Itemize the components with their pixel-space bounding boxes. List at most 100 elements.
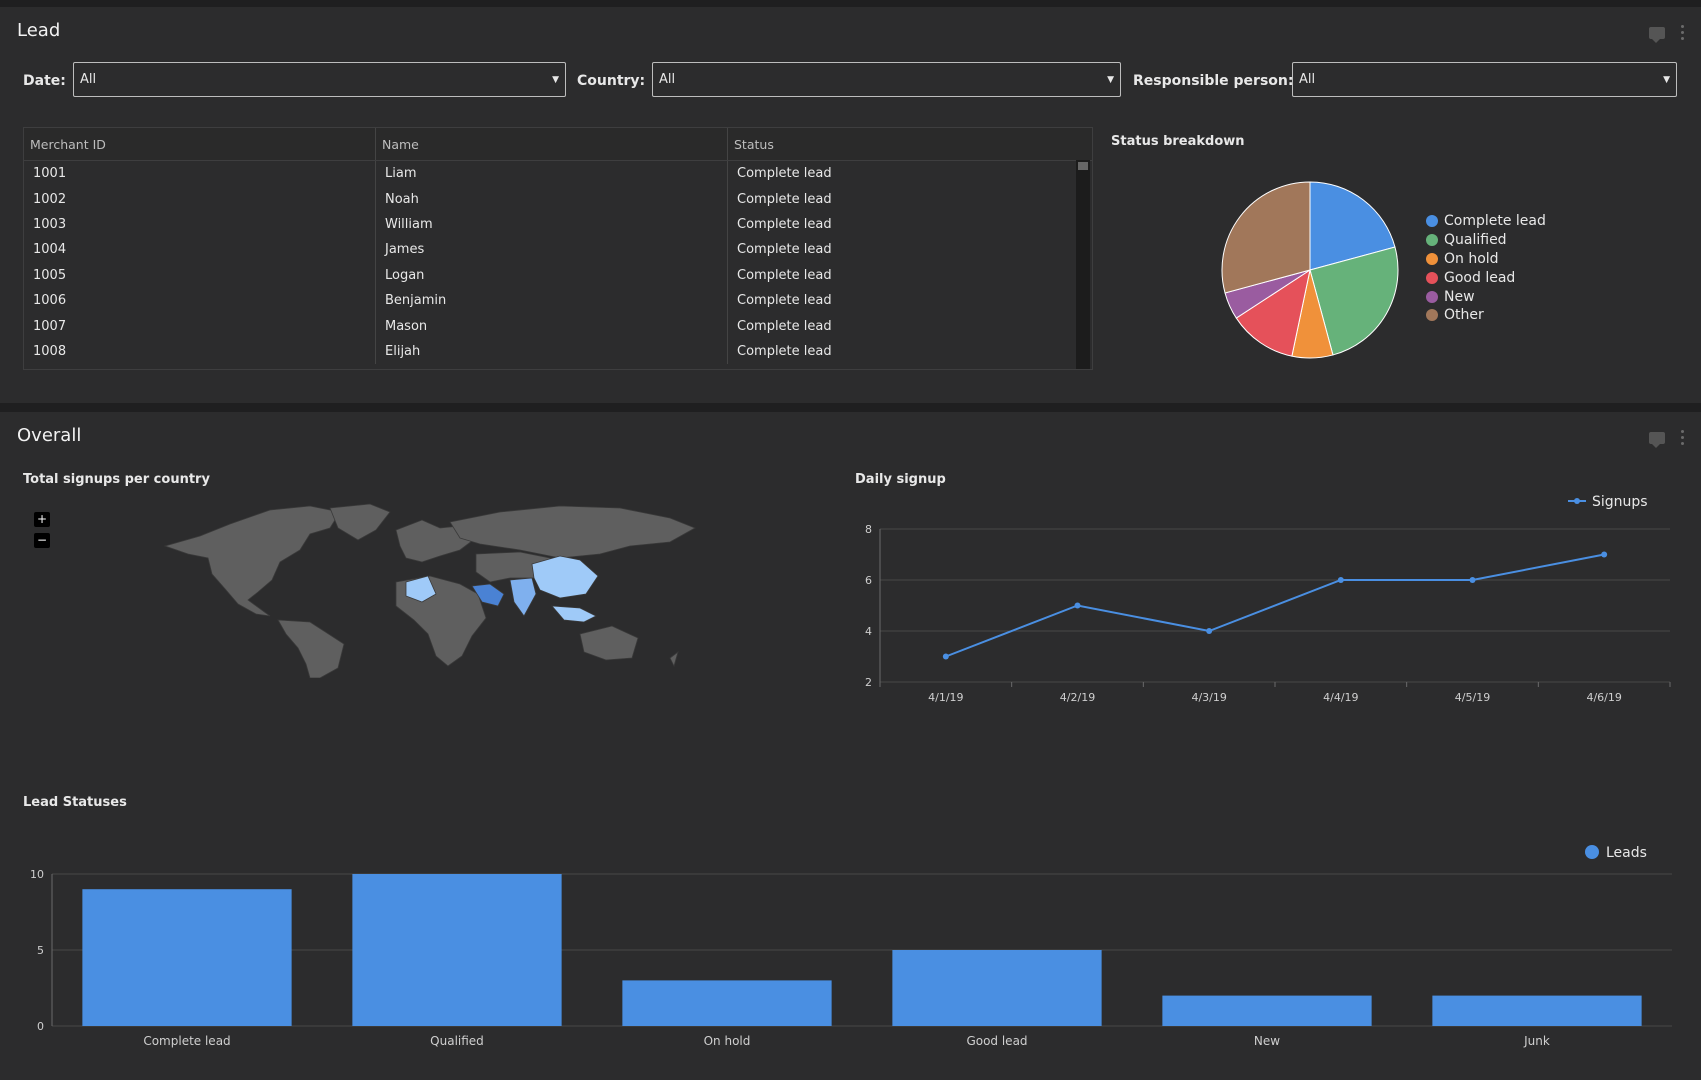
signups-point[interactable] xyxy=(942,653,949,660)
table-row[interactable]: 1002 Noah Complete lead xyxy=(24,186,1092,212)
comment-icon[interactable] xyxy=(1649,431,1665,448)
lead-panel-tools xyxy=(1649,25,1685,43)
world-map xyxy=(163,503,696,678)
table-row[interactable]: 1001 Liam Complete lead xyxy=(24,161,1092,187)
legend-marker-icon xyxy=(1574,498,1580,504)
legend-dot xyxy=(1426,309,1438,322)
responsible-filter-select[interactable]: All ▼ xyxy=(1292,62,1677,97)
pie-slice-complete-lead[interactable] xyxy=(1309,181,1396,271)
map-region-se-asia[interactable] xyxy=(551,605,597,623)
date-filter-select[interactable]: All ▼ xyxy=(73,62,566,97)
x-tick-label: New xyxy=(1254,1034,1280,1048)
legend-label[interactable]: Leads xyxy=(1606,845,1647,861)
zoom-out-button[interactable]: − xyxy=(34,533,50,548)
table-row[interactable]: 1008 Elijah Complete lead xyxy=(24,338,1092,365)
status-cell: Complete lead xyxy=(737,216,832,232)
table-row[interactable]: 1007 Mason Complete lead xyxy=(24,313,1092,339)
signups-point[interactable] xyxy=(1601,551,1608,558)
table-row[interactable]: 1003 William Complete lead xyxy=(24,211,1092,238)
lead-panel: Lead Date: All ▼ Country: All ▼ Responsi… xyxy=(0,7,1701,403)
pie-legend: Complete lead Qualified On hold Good lead Ne… xyxy=(1426,212,1546,325)
merchant-id-cell: 1007 xyxy=(24,313,376,339)
bar-new[interactable] xyxy=(1162,995,1372,1026)
table-row[interactable]: 1005 Logan Complete lead xyxy=(24,262,1092,288)
responsible-filter-label: Responsible person: xyxy=(1133,73,1294,89)
y-tick-label: 6 xyxy=(865,574,872,587)
legend-item[interactable]: New xyxy=(1426,287,1546,306)
signups-point[interactable] xyxy=(1337,577,1344,583)
bar-good-lead[interactable] xyxy=(892,950,1102,1026)
map-region-australia[interactable] xyxy=(579,625,639,661)
signups-point[interactable] xyxy=(1206,628,1213,634)
legend-item[interactable]: Qualified xyxy=(1426,231,1546,250)
signups-point[interactable] xyxy=(1469,577,1476,583)
table-scrollbar[interactable] xyxy=(1076,160,1090,369)
status-breakdown-title: Status breakdown xyxy=(1111,134,1245,149)
legend-label: Good lead xyxy=(1444,269,1516,286)
map-region-russia[interactable] xyxy=(449,505,696,559)
status-cell: Complete lead xyxy=(737,318,832,334)
x-tick-label: Good lead xyxy=(966,1034,1027,1048)
merchant-id-cell: 1003 xyxy=(24,211,376,238)
name-cell: Elijah xyxy=(376,338,728,365)
signups-point[interactable] xyxy=(1074,602,1081,609)
legend-dot xyxy=(1426,252,1438,265)
country-filter-select[interactable]: All ▼ xyxy=(652,62,1121,97)
bar-complete-lead[interactable] xyxy=(82,889,292,1026)
scrollbar-thumb[interactable] xyxy=(1078,162,1088,170)
name-cell: William xyxy=(376,211,728,238)
bar-on-hold[interactable] xyxy=(622,980,832,1026)
legend-label: New xyxy=(1444,288,1475,305)
x-tick-label: 4/2/19 xyxy=(1060,691,1095,704)
name-cell: Liam xyxy=(376,161,728,187)
lead-statuses-title: Lead Statuses xyxy=(23,795,127,810)
more-menu-icon[interactable] xyxy=(1681,430,1685,445)
merchant-id-cell: 1002 xyxy=(24,186,376,212)
legend-item[interactable]: Other xyxy=(1426,306,1546,325)
signups-line xyxy=(945,553,1605,658)
map-region-north-america[interactable] xyxy=(163,505,341,617)
x-tick-label: Complete lead xyxy=(143,1034,230,1048)
column-header-name[interactable]: Name xyxy=(376,128,728,160)
legend-item[interactable]: Complete lead xyxy=(1426,212,1546,231)
legend-item[interactable]: On hold xyxy=(1426,250,1546,269)
zoom-in-button[interactable]: + xyxy=(34,512,50,527)
x-tick-label: 4/3/19 xyxy=(1191,691,1226,704)
lead-statuses-bar-chart: 0 5 10 Complete lead Qualified On hold Good le… xyxy=(30,845,1672,1048)
legend-item[interactable]: Good lead xyxy=(1426,268,1546,287)
map-region-middle-east[interactable] xyxy=(471,583,505,607)
map-region-china[interactable] xyxy=(531,555,599,599)
country-filter-label: Country: xyxy=(577,73,646,89)
comment-icon[interactable] xyxy=(1649,26,1665,43)
legend-dot xyxy=(1426,234,1438,247)
name-cell: Noah xyxy=(376,186,728,212)
pie-slice-qualified[interactable] xyxy=(1309,246,1399,356)
pie-slice-other[interactable] xyxy=(1221,181,1311,294)
legend-dot xyxy=(1426,271,1438,284)
map-region-new-zealand[interactable] xyxy=(669,650,679,668)
daily-signup-line-chart: 2 4 6 8 4/1/19 4/2/19 4/3/19 4/4/19 4/5/19 4/6/19… xyxy=(865,494,1671,704)
legend-label[interactable]: Signups xyxy=(1592,494,1648,510)
table-body: 1001 Liam Complete lead 1002 Noah Complete le… xyxy=(24,161,1092,365)
table-row[interactable]: 1006 Benjamin Complete lead xyxy=(24,287,1092,314)
legend-label: Complete lead xyxy=(1444,213,1546,230)
y-tick-label: 8 xyxy=(865,523,872,536)
daily-signup-title: Daily signup xyxy=(855,472,946,487)
column-header-status[interactable]: Status xyxy=(734,137,774,152)
map-region-greenland[interactable] xyxy=(329,503,391,541)
name-cell: Mason xyxy=(376,313,728,339)
status-pie-chart xyxy=(1221,181,1399,359)
overall-panel: Overall Total signups per country + − xyxy=(0,412,1701,1080)
table-row[interactable]: 1004 James Complete lead xyxy=(24,237,1092,263)
map-region-india[interactable] xyxy=(509,577,537,617)
merchant-id-cell: 1006 xyxy=(24,287,376,314)
pie-slice-good-lead[interactable] xyxy=(1235,268,1311,357)
overall-panel-title: Overall xyxy=(17,425,82,446)
map-region-south-america[interactable] xyxy=(277,619,345,678)
status-cell: Complete lead xyxy=(737,166,832,182)
column-header-merchant-id[interactable]: Merchant ID xyxy=(24,128,376,160)
bar-junk[interactable] xyxy=(1432,995,1642,1026)
map-region-nw-africa[interactable] xyxy=(405,575,437,603)
bar-qualified[interactable] xyxy=(352,874,562,1026)
more-menu-icon[interactable] xyxy=(1681,25,1685,40)
